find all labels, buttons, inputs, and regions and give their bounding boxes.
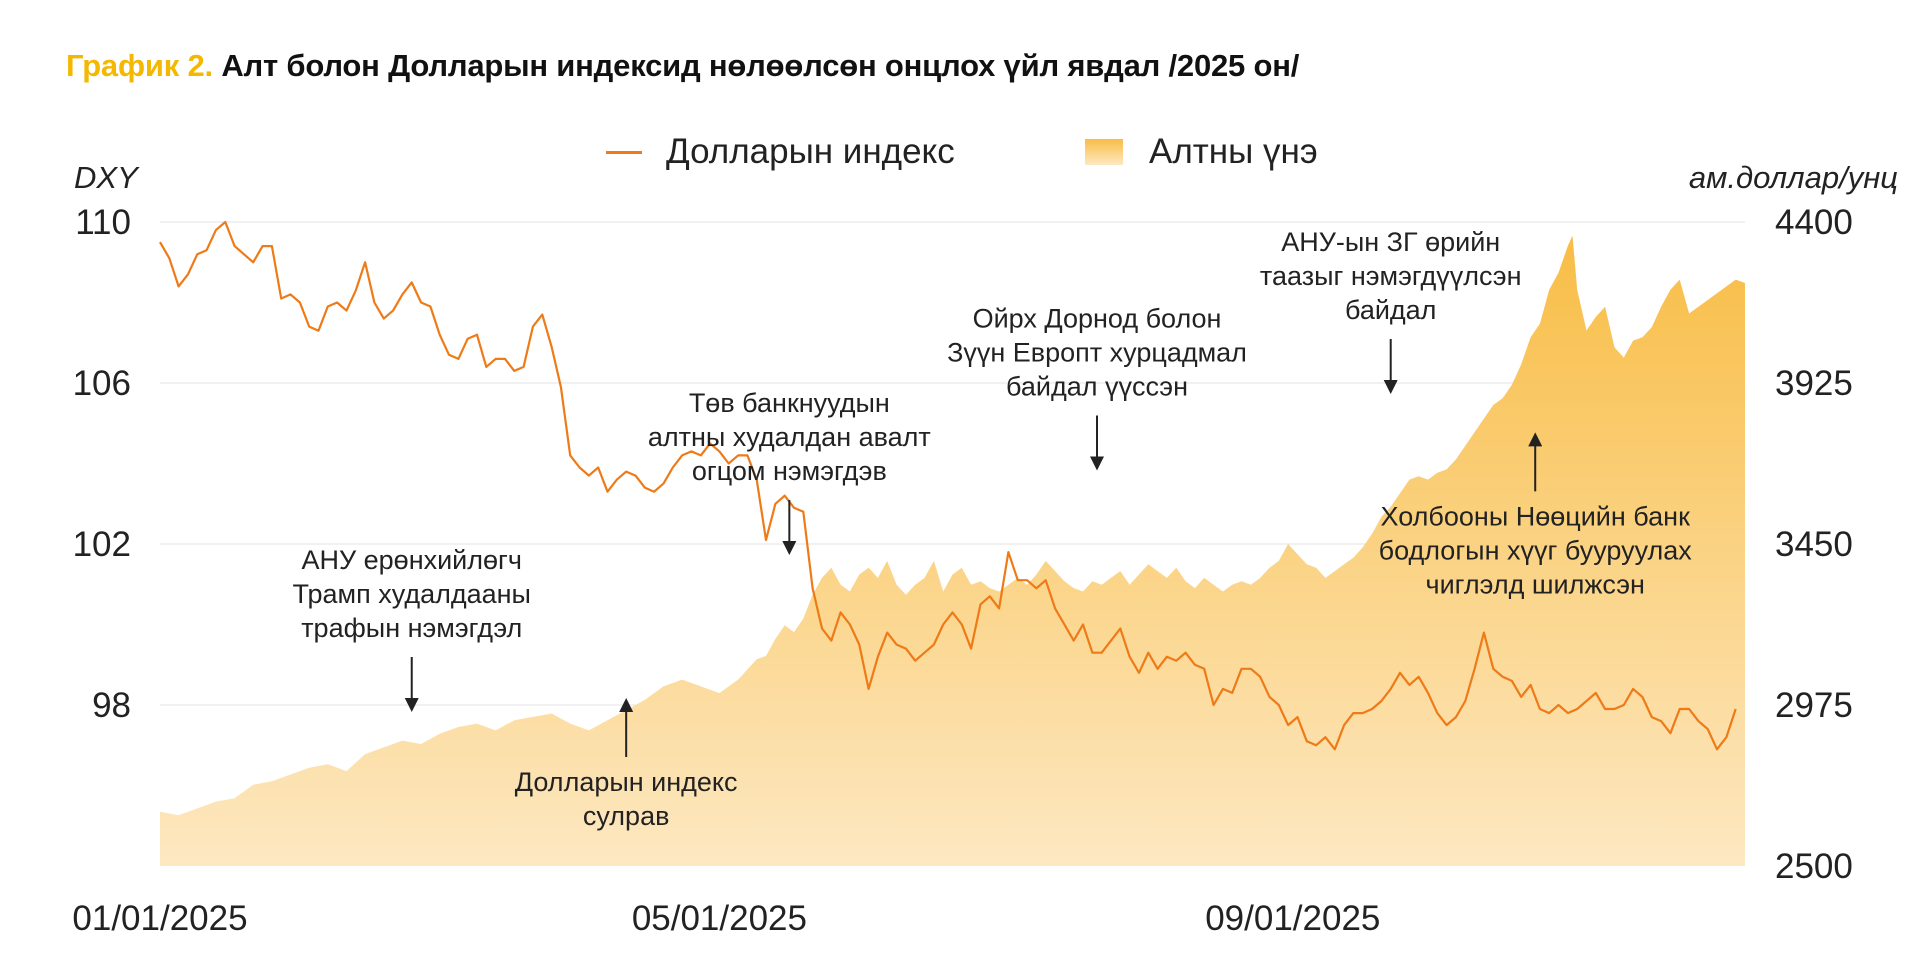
legend-gold: Алтны үнэ	[1085, 132, 1318, 172]
annotation-text: Зүүн Европт хурцадмал	[947, 338, 1247, 368]
left-axis-tick: 110	[75, 203, 131, 242]
chart-title-main: Алт болон Долларын индексид нөлөөлсөн он…	[221, 48, 1300, 83]
right-axis-unit: ам.доллар/унц	[1688, 160, 1898, 195]
annotation-text: байдал үүссэн	[1006, 372, 1188, 402]
annotation: Төв банкнуудын алтны худалдан авалт огцом …	[648, 388, 931, 556]
x-axis-tick: 01/01/2025	[72, 899, 247, 938]
annotation-text: АНУ ерөнхийлөгч	[301, 545, 521, 575]
annotation-text: Ойрх Дорнод болон	[973, 304, 1222, 334]
legend-gold-label: Алтны үнэ	[1149, 132, 1318, 171]
left-axis-unit: DXY	[74, 160, 138, 195]
dollar-index-line	[159, 220, 1737, 751]
x-axis-tick: 09/01/2025	[1205, 899, 1380, 938]
annotation-text: бодлогын хүүг бууруулах	[1379, 535, 1693, 565]
annotation-text: Төв банкнуудын	[689, 388, 890, 418]
left-axis-tick: 98	[92, 686, 131, 725]
annotation-text: сулрав	[583, 801, 670, 831]
left-axis-tick: 106	[73, 364, 131, 403]
annotation-text: трафын нэмэгдэл	[301, 613, 522, 643]
legend-gold-swatch-icon	[1085, 139, 1123, 165]
right-axis-tick: 3925	[1775, 364, 1853, 403]
annotation: Холбооны Нөөцийн банк бодлогын хүүг бууру…	[1379, 432, 1693, 599]
legend-dxy: Долларын индекс	[606, 132, 955, 172]
annotation-text: чиглэлд шилжсэн	[1426, 569, 1645, 599]
left-axis-tick: 102	[73, 525, 131, 564]
right-axis-tick: 2500	[1775, 847, 1853, 886]
annotation-text: Долларын индекс	[515, 767, 738, 797]
annotation-text: Холбооны Нөөцийн банк	[1381, 501, 1691, 531]
legend-dxy-label: Долларын индекс	[666, 132, 955, 171]
x-axis-tick: 05/01/2025	[632, 899, 807, 938]
annotation: АНУ-ын ЗГ өрийн таазыг нэмэгдүүлсэн байдал	[1260, 227, 1522, 395]
chart-title: График 2. Алт болон Долларын индексид нө…	[66, 48, 1299, 84]
legend-dxy-line-icon	[606, 150, 642, 154]
annotation: Ойрх Дорнод болон Зүүн Европт хурцадмал ба…	[947, 304, 1247, 471]
annotation-text: таазыг нэмэгдүүлсэн	[1260, 261, 1522, 291]
right-axis-tick: 4400	[1775, 203, 1853, 242]
gold-price-area	[160, 235, 1745, 867]
annotation-text: Трамп худалдааны	[293, 579, 531, 609]
annotation: Долларын индекс сулрав	[515, 698, 738, 831]
annotation: АНУ ерөнхийлөгч Трамп худалдааны трафын нэ…	[293, 545, 531, 712]
annotation-text: алтны худалдан авалт	[648, 422, 931, 452]
chart-title-prefix: График 2.	[66, 48, 213, 83]
right-axis-tick: 3450	[1775, 525, 1853, 564]
annotation-text: байдал	[1345, 295, 1436, 325]
annotation-text: огцом нэмэгдэв	[692, 456, 887, 486]
annotation-text: АНУ-ын ЗГ өрийн	[1281, 227, 1500, 257]
right-axis-tick: 2975	[1775, 686, 1853, 725]
